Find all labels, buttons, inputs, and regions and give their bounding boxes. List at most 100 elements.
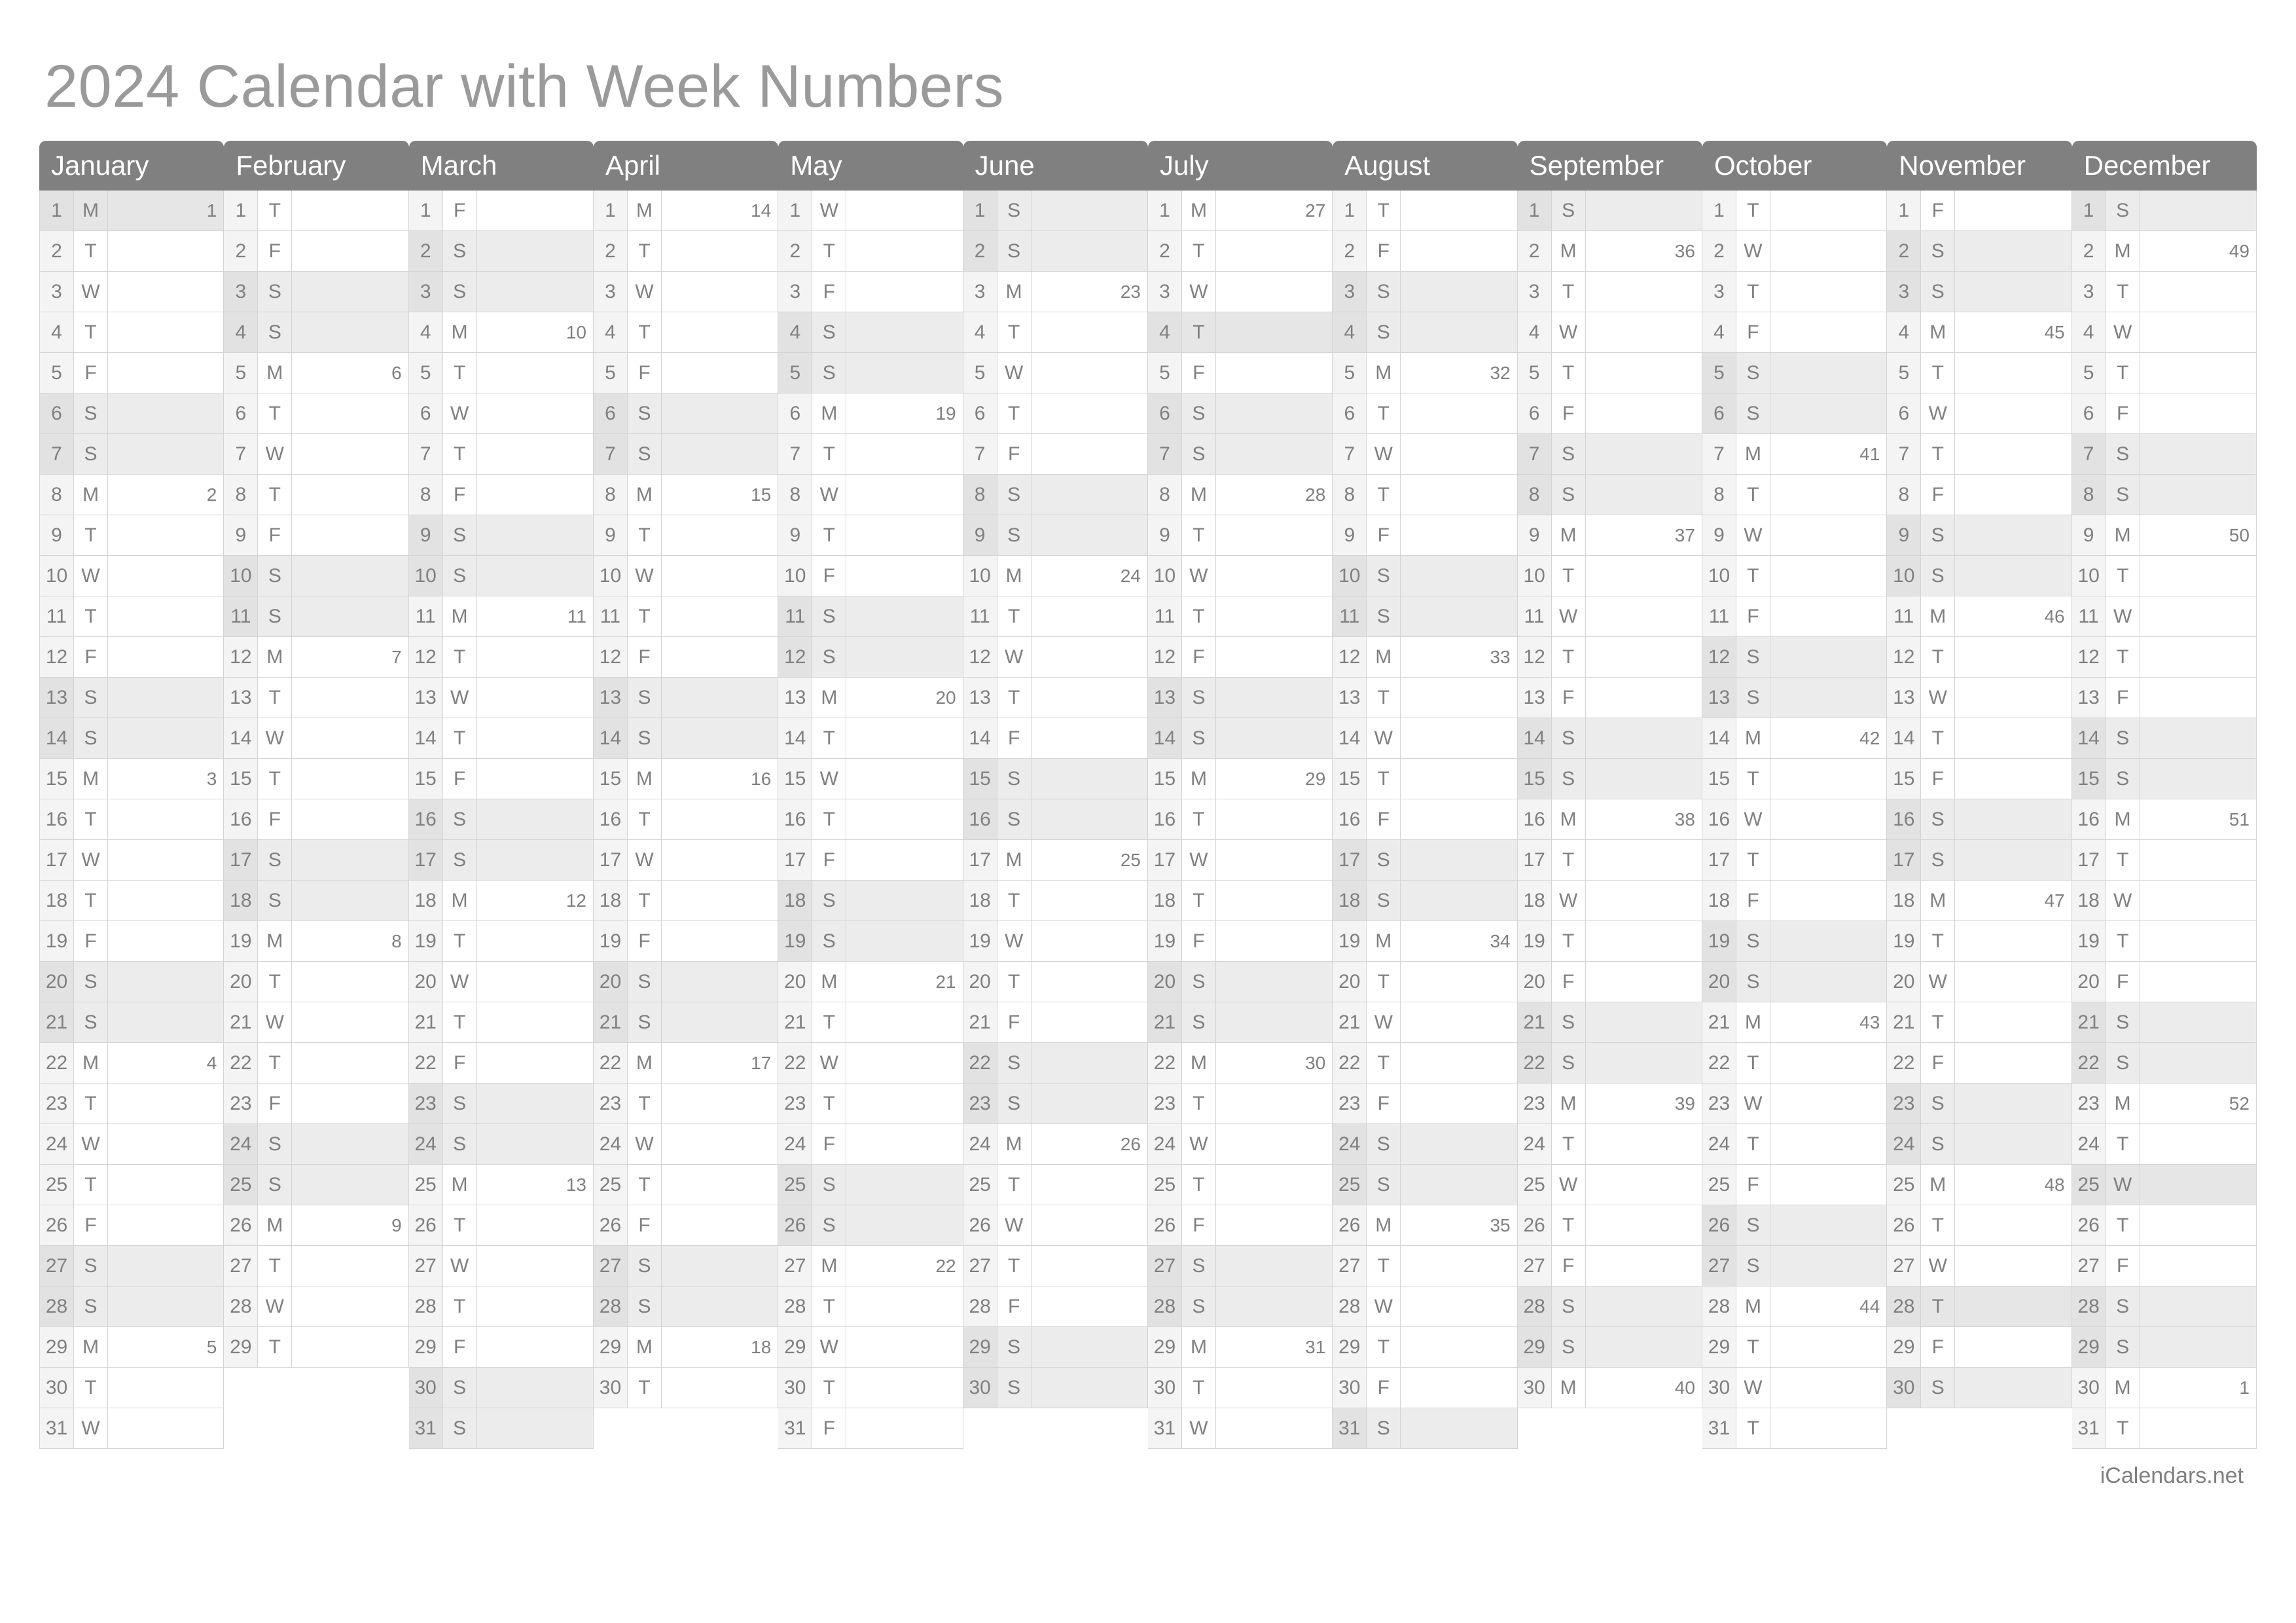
day-row: 2F bbox=[1333, 231, 1517, 272]
day-letter: S bbox=[443, 1124, 477, 1164]
day-letter: T bbox=[74, 515, 108, 555]
day-number: 11 bbox=[1333, 596, 1367, 636]
week-number bbox=[477, 393, 593, 433]
day-number: 13 bbox=[1148, 678, 1182, 718]
day-letter: T bbox=[812, 799, 846, 839]
week-number bbox=[846, 231, 962, 271]
day-row: 5F bbox=[39, 353, 224, 393]
day-letter: T bbox=[1736, 272, 1770, 312]
day-number: 29 bbox=[778, 1327, 812, 1367]
day-number: 8 bbox=[1887, 475, 1921, 515]
day-row: 26T bbox=[2072, 1205, 2257, 1246]
day-row: 13W bbox=[409, 678, 594, 718]
week-number bbox=[1770, 272, 1886, 312]
week-number bbox=[662, 678, 778, 718]
footer-credit: iCalendars.net bbox=[39, 1449, 2257, 1489]
day-letter: S bbox=[2106, 1043, 2140, 1083]
week-number bbox=[662, 799, 778, 839]
day-number: 12 bbox=[594, 637, 628, 677]
day-number: 24 bbox=[594, 1124, 628, 1164]
day-letter: M bbox=[1921, 312, 1955, 352]
week-number bbox=[1770, 1368, 1886, 1408]
week-number bbox=[1955, 353, 2071, 393]
day-row: 19S bbox=[1702, 921, 1887, 962]
day-number: 12 bbox=[1887, 637, 1921, 677]
week-number bbox=[1770, 515, 1886, 555]
day-row: 28S bbox=[594, 1286, 778, 1327]
day-letter: W bbox=[1552, 1165, 1586, 1205]
week-number: 13 bbox=[477, 1165, 593, 1205]
day-row: 11T bbox=[1148, 596, 1333, 637]
week-number bbox=[1216, 353, 1332, 393]
week-number bbox=[108, 1084, 223, 1123]
day-row: 4S bbox=[224, 312, 408, 353]
day-number: 16 bbox=[1333, 799, 1367, 839]
day-row: 30S bbox=[409, 1368, 594, 1408]
day-letter: S bbox=[1367, 1408, 1401, 1448]
day-number: 8 bbox=[224, 475, 258, 515]
day-row: 23F bbox=[224, 1084, 408, 1124]
day-row: 17M25 bbox=[963, 840, 1148, 881]
week-number bbox=[108, 1408, 223, 1448]
day-number: 4 bbox=[409, 312, 443, 352]
day-row: 13S bbox=[1148, 678, 1333, 718]
day-letter: S bbox=[997, 1368, 1031, 1408]
day-number: 7 bbox=[409, 434, 443, 474]
day-row: 19F bbox=[594, 921, 778, 962]
day-number: 17 bbox=[1702, 840, 1736, 880]
week-number bbox=[1216, 1205, 1332, 1245]
day-row: 26M35 bbox=[1333, 1205, 1517, 1246]
day-row: 25W bbox=[2072, 1165, 2257, 1205]
week-number bbox=[477, 231, 593, 271]
day-letter: W bbox=[1736, 1084, 1770, 1123]
day-letter: F bbox=[1182, 1205, 1216, 1245]
month-column: November1F2S3S4M455T6W7T8F9S10S11M4612T1… bbox=[1887, 141, 2072, 1449]
day-letter: F bbox=[1367, 1084, 1401, 1123]
day-number: 12 bbox=[1518, 637, 1552, 677]
day-row: 13F bbox=[2072, 678, 2257, 718]
day-letter: S bbox=[443, 231, 477, 271]
day-row: 27S bbox=[1148, 1246, 1333, 1286]
day-row: 22F bbox=[1887, 1043, 2072, 1084]
day-row: 5T bbox=[2072, 353, 2257, 393]
day-number: 3 bbox=[409, 272, 443, 312]
day-number: 24 bbox=[1148, 1124, 1182, 1164]
day-letter: S bbox=[1921, 272, 1955, 312]
day-letter: S bbox=[258, 312, 292, 352]
day-number: 7 bbox=[963, 434, 997, 474]
day-row: 20F bbox=[2072, 962, 2257, 1002]
day-number: 22 bbox=[2072, 1043, 2106, 1083]
week-number bbox=[292, 556, 408, 596]
day-letter: M bbox=[1367, 1205, 1401, 1245]
day-letter: M bbox=[1552, 799, 1586, 839]
week-number bbox=[1031, 1368, 1147, 1408]
day-number: 2 bbox=[2072, 231, 2106, 271]
week-number bbox=[477, 1368, 593, 1408]
week-number bbox=[1401, 1286, 1516, 1326]
day-letter: T bbox=[1552, 272, 1586, 312]
week-number bbox=[846, 921, 962, 961]
week-number: 25 bbox=[1031, 840, 1147, 880]
day-letter: T bbox=[2106, 272, 2140, 312]
day-row: 28M44 bbox=[1702, 1286, 1887, 1327]
day-row: 25S bbox=[778, 1165, 963, 1205]
day-letter: T bbox=[2106, 1205, 2140, 1245]
week-number bbox=[1216, 678, 1332, 718]
day-letter: W bbox=[997, 1205, 1031, 1245]
day-letter: F bbox=[1182, 353, 1216, 393]
day-number: 22 bbox=[1702, 1043, 1736, 1083]
week-number bbox=[477, 1286, 593, 1326]
week-number: 3 bbox=[108, 759, 223, 799]
day-letter: S bbox=[258, 556, 292, 596]
day-letter: M bbox=[258, 637, 292, 677]
day-letter: M bbox=[628, 1043, 662, 1083]
day-letter: T bbox=[812, 515, 846, 555]
day-letter: F bbox=[628, 353, 662, 393]
month-column: July1M272T3W4T5F6S7S8M289T10W11T12F13S14… bbox=[1148, 141, 1333, 1449]
day-letter: S bbox=[1367, 272, 1401, 312]
day-letter: W bbox=[443, 1246, 477, 1286]
day-row: 14T bbox=[1887, 718, 2072, 759]
day-row: 16T bbox=[594, 799, 778, 840]
day-letter: F bbox=[1736, 312, 1770, 352]
day-number: 2 bbox=[594, 231, 628, 271]
